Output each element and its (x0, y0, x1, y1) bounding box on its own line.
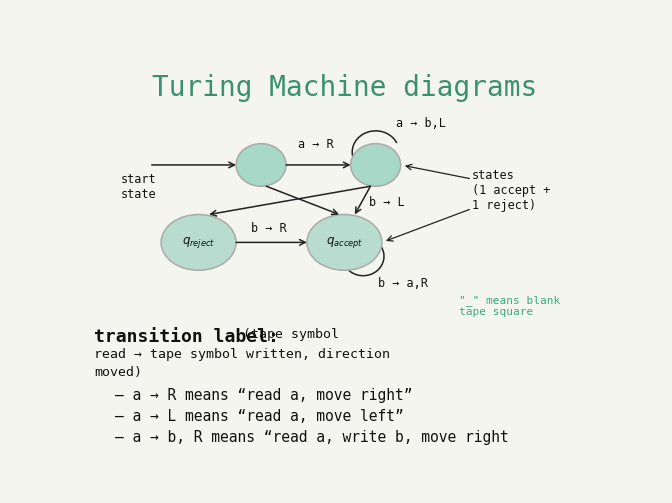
Text: $q_{accept}$: $q_{accept}$ (326, 235, 363, 250)
Text: – a → L means “read a, move left”: – a → L means “read a, move left” (116, 409, 404, 424)
Text: b → a,R: b → a,R (378, 277, 428, 290)
Text: – a → R means “read a, move right”: – a → R means “read a, move right” (116, 388, 413, 402)
Text: b → R: b → R (251, 222, 287, 235)
Text: moved): moved) (94, 366, 142, 379)
Ellipse shape (307, 214, 382, 270)
Text: transition label:: transition label: (94, 327, 280, 346)
Text: (tape symbol: (tape symbol (243, 327, 339, 341)
Text: states
(1 accept +
1 reject): states (1 accept + 1 reject) (472, 169, 550, 212)
Text: start
state: start state (121, 173, 157, 201)
Text: a → b,L: a → b,L (396, 117, 446, 130)
Text: a → R: a → R (298, 138, 333, 151)
Text: read → tape symbol written, direction: read → tape symbol written, direction (94, 348, 390, 361)
Text: Turing Machine diagrams: Turing Machine diagrams (152, 74, 537, 102)
Text: "_" means blank
tape square: "_" means blank tape square (459, 295, 560, 317)
Ellipse shape (236, 144, 286, 186)
Ellipse shape (161, 214, 236, 270)
Text: b → L: b → L (370, 196, 405, 209)
Ellipse shape (351, 144, 401, 186)
Text: $q_{reject}$: $q_{reject}$ (182, 235, 215, 250)
Text: – a → b, R means “read a, write b, move right: – a → b, R means “read a, write b, move … (116, 430, 509, 445)
